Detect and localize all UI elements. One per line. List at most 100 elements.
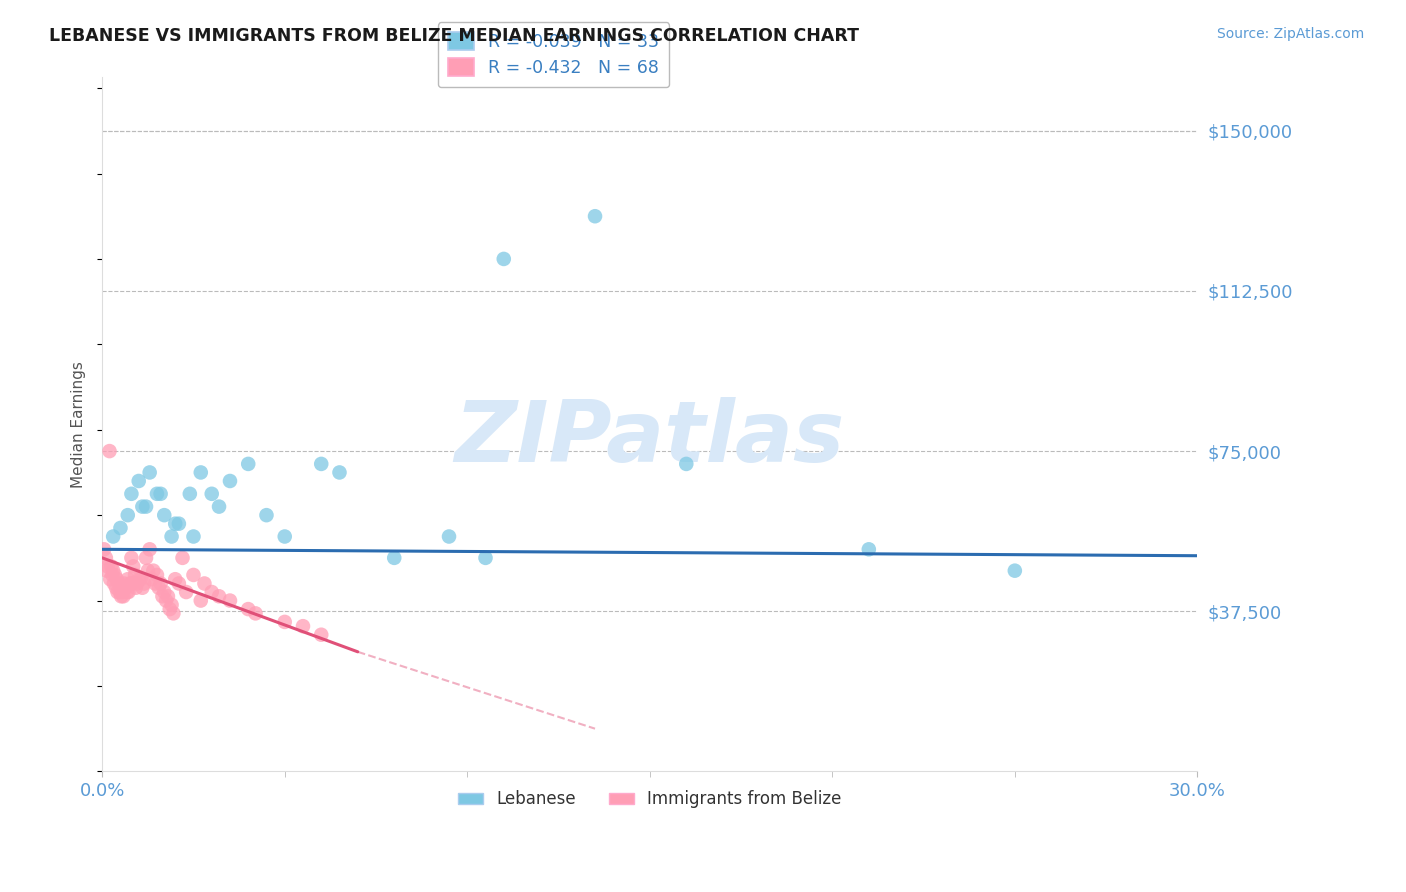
Point: [125, 581, 148, 595]
Point: [98, 444, 121, 458]
Point: [128, 572, 150, 586]
Point: [165, 516, 187, 531]
Point: [101, 568, 124, 582]
Point: [159, 602, 181, 616]
Point: [153, 508, 176, 523]
Point: [146, 487, 169, 501]
Point: [437, 529, 460, 543]
Point: [141, 572, 163, 586]
Point: [117, 572, 139, 586]
Point: [153, 585, 176, 599]
Point: [110, 521, 132, 535]
Legend: Lebanese, Immigrants from Belize: Lebanese, Immigrants from Belize: [451, 784, 848, 815]
Point: [148, 581, 170, 595]
Point: [149, 576, 172, 591]
Point: [122, 559, 145, 574]
Point: [382, 550, 405, 565]
Point: [110, 589, 132, 603]
Point: [108, 585, 131, 599]
Text: Source: ZipAtlas.com: Source: ZipAtlas.com: [1216, 27, 1364, 41]
Point: [131, 581, 153, 595]
Point: [492, 252, 515, 266]
Point: [238, 602, 260, 616]
Point: [274, 615, 297, 629]
Point: [125, 576, 148, 591]
Point: [474, 550, 496, 565]
Point: [309, 628, 332, 642]
Point: [107, 576, 129, 591]
Point: [117, 508, 139, 523]
Point: [93, 542, 115, 557]
Point: [583, 209, 606, 223]
Y-axis label: Median Earnings: Median Earnings: [72, 361, 86, 488]
Point: [309, 457, 332, 471]
Point: [128, 474, 150, 488]
Point: [105, 572, 128, 586]
Point: [328, 466, 350, 480]
Point: [136, 564, 159, 578]
Point: [121, 576, 143, 591]
Point: [98, 572, 121, 586]
Point: [129, 572, 152, 586]
Point: [104, 568, 127, 582]
Point: [208, 589, 231, 603]
Point: [146, 568, 169, 582]
Point: [112, 576, 135, 591]
Point: [138, 466, 160, 480]
Point: [155, 593, 177, 607]
Point: [110, 581, 132, 595]
Point: [675, 457, 697, 471]
Point: [142, 564, 165, 578]
Point: [120, 550, 142, 565]
Point: [135, 500, 157, 514]
Point: [165, 572, 187, 586]
Point: [118, 576, 141, 591]
Point: [219, 593, 242, 607]
Point: [117, 585, 139, 599]
Point: [111, 585, 134, 599]
Point: [172, 550, 194, 565]
Point: [201, 585, 224, 599]
Point: [114, 581, 136, 595]
Point: [101, 564, 124, 578]
Point: [190, 593, 212, 607]
Point: [858, 542, 880, 557]
Point: [190, 466, 212, 480]
Point: [131, 500, 153, 514]
Point: [135, 550, 157, 565]
Point: [107, 585, 129, 599]
Point: [1004, 564, 1026, 578]
Point: [124, 568, 146, 582]
Point: [208, 500, 231, 514]
Point: [115, 581, 138, 595]
Point: [291, 619, 314, 633]
Point: [256, 508, 278, 523]
Point: [160, 598, 183, 612]
Point: [174, 585, 197, 599]
Point: [149, 487, 172, 501]
Text: ZIPatlas: ZIPatlas: [454, 397, 845, 480]
Point: [156, 589, 179, 603]
Text: LEBANESE VS IMMIGRANTS FROM BELIZE MEDIAN EARNINGS CORRELATION CHART: LEBANESE VS IMMIGRANTS FROM BELIZE MEDIA…: [49, 27, 859, 45]
Point: [143, 576, 166, 591]
Point: [179, 487, 201, 501]
Point: [245, 607, 267, 621]
Point: [162, 607, 184, 621]
Point: [100, 559, 122, 574]
Point: [105, 581, 128, 595]
Point: [238, 457, 260, 471]
Point: [274, 529, 297, 543]
Point: [183, 529, 205, 543]
Point: [152, 589, 174, 603]
Point: [138, 542, 160, 557]
Point: [160, 529, 183, 543]
Point: [134, 576, 156, 591]
Point: [120, 487, 142, 501]
Point: [193, 576, 215, 591]
Point: [167, 576, 190, 591]
Point: [115, 585, 138, 599]
Point: [96, 564, 118, 578]
Point: [183, 568, 205, 582]
Point: [219, 474, 242, 488]
Point: [112, 589, 135, 603]
